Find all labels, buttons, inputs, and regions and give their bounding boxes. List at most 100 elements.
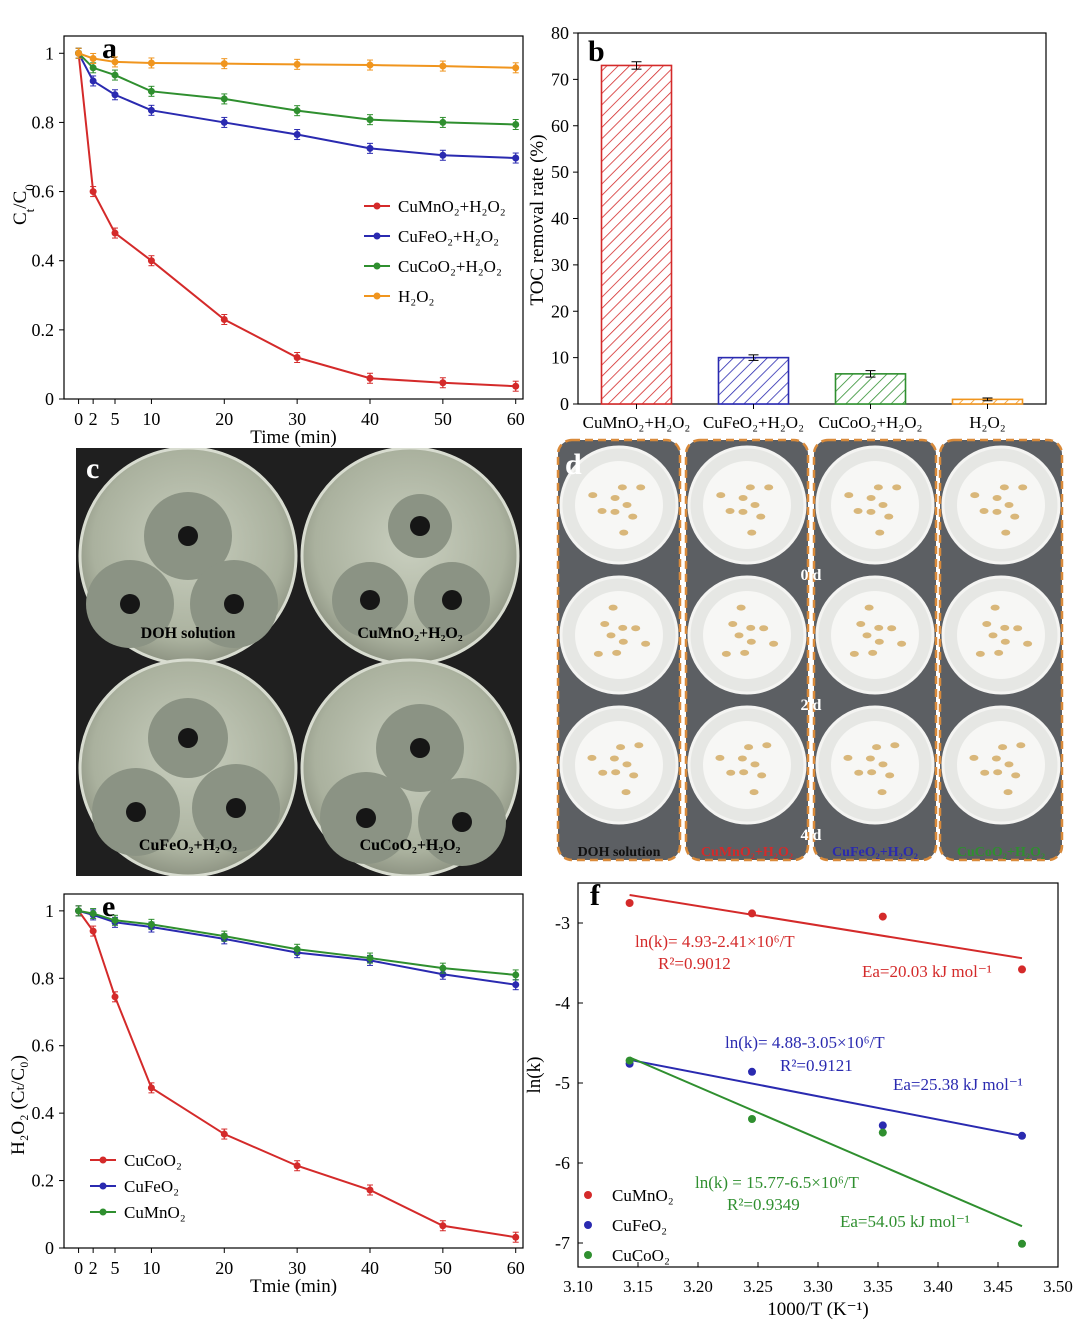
seed: [1001, 529, 1011, 536]
legend-marker: [373, 292, 381, 300]
day-label: 4 d: [801, 827, 822, 844]
seed: [725, 508, 735, 515]
seed: [999, 484, 1009, 491]
panel-label: e: [102, 890, 115, 923]
seed: [716, 492, 726, 499]
data-point: [220, 932, 228, 940]
data-point: [439, 151, 447, 159]
seed: [873, 484, 883, 491]
y-tick-label: 0: [560, 394, 569, 414]
seed: [610, 508, 620, 515]
seed: [844, 492, 854, 499]
seed: [867, 769, 877, 776]
seed: [887, 625, 897, 632]
legend-marker: [373, 262, 381, 270]
chart-f: 3.10 3.15 3.20 3.25 3.30 3.35 3.40 3.45 3.50 -7 -6…: [524, 879, 1073, 1320]
seed: [621, 789, 631, 796]
well: [224, 594, 244, 614]
x-tick-label: 3.25: [743, 1277, 773, 1296]
data-point: [748, 1067, 756, 1076]
x-tick-label: 10: [142, 1258, 160, 1278]
seed: [618, 638, 628, 645]
seed: [636, 484, 646, 491]
legend-marker: [584, 1251, 592, 1259]
data-point: [220, 315, 228, 323]
x-tick-label: CuFeO₂+H₂O₂: [703, 413, 804, 432]
fit-r-squared: R²=0.9012: [658, 954, 731, 973]
y-axis-label: Ct/C0: [10, 184, 37, 225]
seed: [994, 649, 1004, 656]
seed: [990, 604, 1000, 611]
data-point: [111, 916, 119, 924]
seed: [749, 789, 759, 796]
x-tick-label: 3.50: [1043, 1277, 1073, 1296]
y-tick-label: 0.6: [32, 1036, 55, 1056]
fit-equation: ln(k) = 15.77-6.5×10⁶/T: [695, 1173, 860, 1192]
fit-line: [629, 1058, 1023, 1137]
legend-marker: [99, 1182, 107, 1190]
data-point: [625, 1056, 634, 1065]
y-tick-label: 0.2: [32, 320, 55, 340]
x-tick-label: 50: [434, 1258, 452, 1278]
x-tick-label: CuMnO₂+H₂O₂: [583, 413, 691, 432]
seed: [631, 625, 641, 632]
seed: [1000, 624, 1010, 631]
data-point: [147, 920, 155, 928]
seed: [610, 495, 620, 502]
seed: [874, 638, 884, 645]
data-point: [748, 909, 756, 918]
seed: [1023, 640, 1033, 647]
filter-paper: [703, 591, 791, 679]
data-point: [147, 1084, 155, 1092]
series-line: [77, 53, 516, 388]
data-point: [512, 1233, 520, 1241]
seed: [866, 495, 876, 502]
day-label: 2 d: [801, 697, 822, 714]
legend-entry: CuMnO₂+H₂O₂: [398, 197, 506, 216]
legend-entry: CuMnO₂: [124, 1203, 186, 1222]
data-point: [293, 354, 301, 362]
data-point: [220, 118, 228, 126]
y-tick-label: -4: [555, 993, 570, 1013]
seed: [634, 742, 644, 749]
fit-r-squared: R²=0.9349: [727, 1195, 800, 1214]
fit-line: [629, 1056, 1023, 1228]
dish-label: DOH solution: [141, 625, 236, 642]
bar: [834, 373, 907, 405]
x-axis-label: Tmie (min): [250, 1276, 337, 1297]
seed: [1003, 789, 1013, 796]
fit-r-squared: R²=0.9121: [780, 1056, 853, 1075]
seed: [1004, 761, 1014, 768]
data-point: [878, 912, 887, 921]
seed: [738, 495, 748, 502]
x-tick-label: 5: [111, 409, 120, 429]
x-tick-label: 3.20: [683, 1277, 713, 1296]
x-tick-label: 2: [89, 1258, 98, 1278]
seed: [744, 744, 754, 751]
activation-energy: Ea=54.05 kJ mol⁻¹: [840, 1212, 970, 1231]
seed: [715, 754, 725, 761]
data-point: [439, 1222, 447, 1230]
data-point: [111, 229, 119, 237]
seed: [726, 769, 736, 776]
y-tick-label: -3: [555, 913, 570, 933]
y-axis-label: TOC removal rate (%): [527, 134, 548, 305]
y-tick-label: 30: [551, 255, 569, 275]
panel-c-photo: DOH solution CuMnO₂+H₂O₂ CuFeO₂+H₂O₂ CuCoO₂…: [76, 448, 522, 876]
seed: [745, 484, 755, 491]
seed: [747, 529, 757, 536]
panel-d-photo: DOH solution CuMnO₂+H₂O₂ CuFeO₂+H₂O₂ CuCoO₂…: [553, 438, 1069, 866]
y-tick-label: 70: [551, 69, 569, 89]
y-tick-label: 10: [551, 348, 569, 368]
y-tick-label: 0.8: [32, 112, 55, 132]
x-tick-label: 60: [507, 409, 525, 429]
legend-marker: [584, 1191, 592, 1199]
x-tick-label: 20: [215, 1258, 233, 1278]
x-axis-label: 1000/T (K⁻¹): [767, 1299, 868, 1320]
panel-label: c: [86, 452, 99, 485]
x-tick-label: 30: [288, 409, 306, 429]
seed: [874, 624, 884, 631]
data-point: [439, 118, 447, 126]
data-point: [512, 382, 520, 390]
